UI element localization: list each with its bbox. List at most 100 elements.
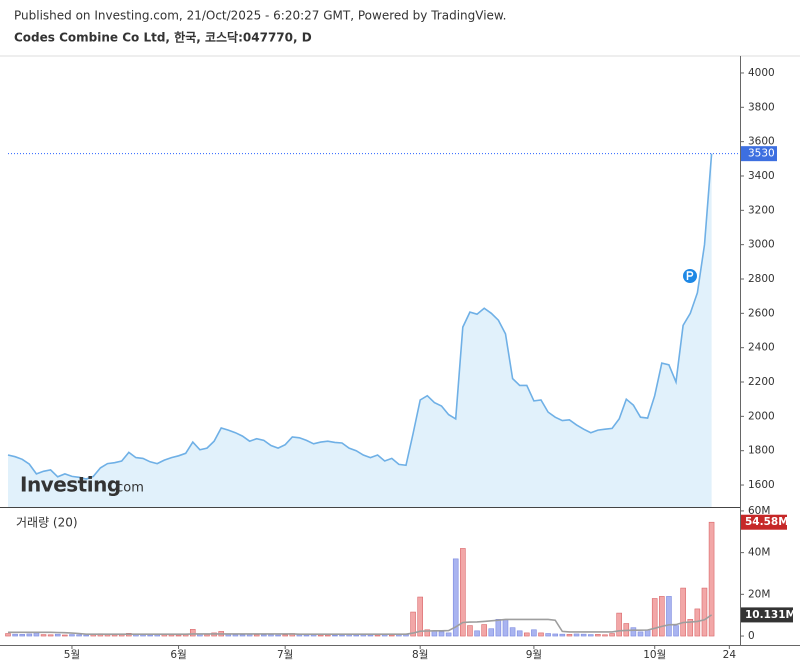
volume-bar [76, 634, 82, 637]
chart-title: Codes Combine Co Ltd, 한국, 코스닥:047770, D [14, 30, 312, 45]
volume-label: 54.58M [745, 516, 789, 528]
volume-bar [69, 634, 75, 637]
volume-bar [659, 596, 665, 637]
y-tick-label: 2600 [748, 307, 775, 319]
price-pane [7, 153, 740, 507]
x-tick-label: 24 [723, 649, 737, 661]
volume-bar [275, 634, 281, 637]
y-tick-label: 3800 [748, 101, 775, 113]
y-tick-label: 3000 [748, 239, 775, 251]
y-tick-label: 1800 [748, 445, 775, 457]
volume-bar [460, 548, 466, 637]
volume-title: 거래량 (20) [16, 516, 78, 530]
volume-bar [374, 634, 381, 637]
volume-bar [509, 627, 516, 637]
y-tick-label: 4000 [748, 67, 775, 79]
volume-ma-line [8, 614, 713, 635]
volume-bar [680, 587, 686, 637]
ma-label: 10.131M [745, 609, 796, 621]
ma-label-box [741, 607, 793, 623]
volume-bar [587, 634, 594, 637]
x-tick-label: 10월 [643, 649, 666, 661]
volume-bar [339, 634, 345, 637]
volume-bar [175, 634, 182, 637]
volume-bar [467, 625, 473, 637]
volume-bar [602, 634, 608, 637]
volume-bar [616, 612, 622, 637]
volume-bar [687, 619, 694, 637]
y-tick-label: 60M [748, 505, 770, 517]
volume-bar [538, 632, 544, 637]
price-line [7, 153, 713, 480]
y-tick-label: 20M [748, 588, 770, 600]
y-tick-label: 2200 [748, 376, 775, 388]
volume-bar [445, 632, 452, 637]
watermark-brand: Investing [20, 473, 121, 497]
volume-bar [388, 634, 395, 637]
volume-bar [367, 634, 374, 637]
volume-bar [332, 634, 338, 637]
volume-bar [282, 634, 288, 637]
volume-bar [424, 629, 431, 637]
y-tick-label: 3400 [748, 170, 775, 182]
volume-bar [488, 628, 495, 637]
volume-bar [524, 632, 530, 637]
volume-bar [516, 630, 523, 637]
volume-bar [651, 598, 658, 637]
y-tick-label: 3200 [748, 204, 775, 216]
volume-bar [559, 633, 566, 637]
volume-bar [552, 633, 559, 637]
volume-bar [495, 619, 502, 637]
volume-bar [317, 634, 324, 637]
volume-label-box [741, 514, 787, 530]
volume-bar [239, 634, 246, 637]
volume-bar [694, 608, 701, 637]
volume-bar [531, 629, 537, 637]
volume-bar [438, 631, 445, 637]
volume-bar [609, 633, 615, 637]
price-area [8, 153, 712, 507]
x-tick-label: 6월 [170, 649, 186, 661]
y-tick-label: 40M [748, 547, 770, 559]
volume-bar [253, 634, 260, 637]
volume-bar [147, 634, 153, 637]
volume-bar [12, 633, 18, 637]
y-tick-label: 1600 [748, 479, 775, 491]
chart-subtitle: Published on Investing.com, 21/Oct/2025 … [14, 9, 506, 23]
volume-bar [40, 634, 47, 637]
x-tick-label: 9월 [526, 649, 542, 661]
last-price-box [741, 146, 777, 162]
x-tick-label: 8월 [412, 649, 428, 661]
volume-pane [5, 521, 715, 637]
volume-bar [595, 634, 601, 637]
volume-bar [5, 633, 11, 637]
volume-bar [19, 634, 26, 637]
volume-bar [573, 633, 580, 637]
volume-bar [566, 634, 573, 637]
x-tick-label: 7월 [277, 649, 293, 661]
volume-bar [666, 596, 672, 637]
volume-bar [637, 631, 644, 637]
volume-bar [630, 627, 637, 637]
volume-bar [580, 633, 587, 637]
volume-bar [708, 521, 715, 637]
volume-bar [502, 619, 509, 637]
y-tick-label: 2800 [748, 273, 775, 285]
volume-bar [268, 634, 274, 637]
y-tick-label: 3600 [748, 136, 775, 148]
volume-bar [33, 632, 40, 637]
volume-bar [410, 611, 416, 637]
volume-bar [303, 634, 310, 637]
volume-bar [481, 624, 487, 637]
volume-bar [83, 634, 89, 637]
last-price-label: 3530 [748, 148, 775, 160]
volume-bar [701, 587, 708, 637]
volume-bar [545, 633, 551, 637]
volume-bar [353, 634, 360, 637]
y-tick-label: 2400 [748, 342, 775, 354]
volume-bar [189, 629, 196, 637]
x-tick-label: 5월 [64, 649, 80, 661]
y-tick-label: 0 [748, 630, 755, 642]
